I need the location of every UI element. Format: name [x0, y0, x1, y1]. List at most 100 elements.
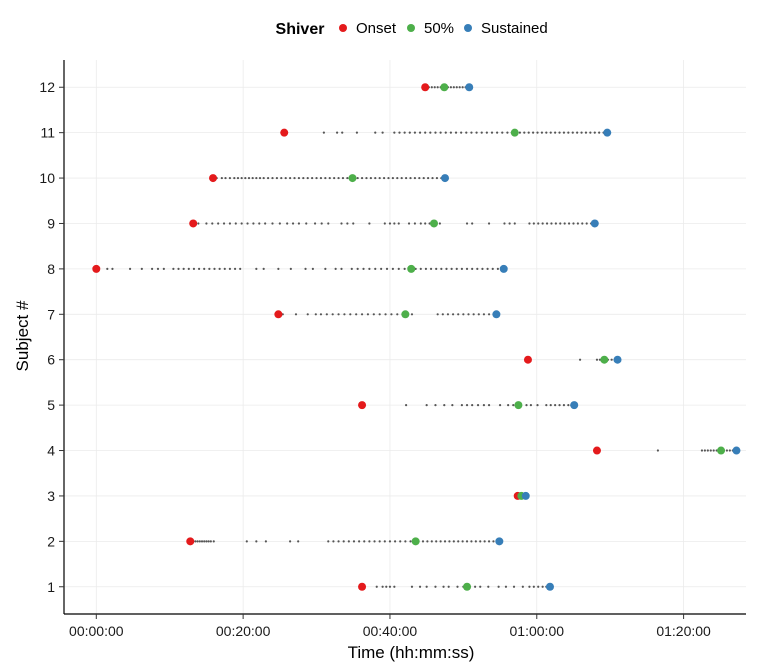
- event-dot: [435, 267, 438, 270]
- event-dot: [576, 131, 579, 134]
- event-dot: [475, 131, 478, 134]
- event-dot: [337, 176, 340, 180]
- event-dot: [571, 131, 574, 134]
- event-dot: [247, 176, 251, 180]
- event-dot: [474, 540, 477, 543]
- event-dot: [465, 404, 469, 407]
- event-dot: [187, 267, 190, 270]
- event-dot: [266, 176, 270, 180]
- event-dot: [360, 176, 364, 180]
- event-dot: [498, 404, 502, 407]
- point-half: [510, 128, 519, 137]
- event-dot: [324, 267, 327, 270]
- event-dot: [541, 585, 544, 588]
- event-dot: [504, 585, 508, 588]
- event-dot: [413, 176, 417, 180]
- y-tick-label: 8: [47, 261, 55, 277]
- event-dot: [476, 404, 480, 407]
- event-dot: [450, 267, 453, 270]
- event-dot: [275, 176, 278, 180]
- point-sustained: [545, 582, 554, 591]
- event-dot: [528, 222, 531, 225]
- point-half: [600, 355, 609, 364]
- legend-swatch: [407, 24, 415, 32]
- event-dot: [528, 585, 531, 588]
- legend-label: 50%: [424, 20, 454, 37]
- event-dot: [172, 267, 175, 270]
- event-dot: [549, 131, 552, 134]
- event-dot: [418, 585, 422, 588]
- event-dot: [487, 222, 491, 225]
- event-dot: [426, 540, 429, 543]
- event-dot: [246, 222, 249, 225]
- event-dot: [363, 540, 366, 543]
- event-dot: [487, 404, 491, 407]
- event-dot: [233, 176, 236, 180]
- event-dot: [537, 222, 540, 225]
- event-dot: [128, 267, 132, 270]
- event-dot: [460, 404, 463, 407]
- event-dot: [482, 404, 486, 407]
- event-dot: [465, 267, 469, 270]
- point-half: [401, 310, 410, 319]
- y-tick-label: 7: [47, 306, 55, 322]
- event-dot: [567, 404, 570, 407]
- x-tick-label: 00:00:00: [69, 623, 124, 639]
- event-dot: [439, 540, 442, 543]
- point-onset: [92, 264, 101, 273]
- event-dot: [536, 404, 539, 407]
- event-dot: [313, 222, 317, 225]
- event-dot: [252, 222, 255, 225]
- event-dot: [728, 449, 731, 452]
- event-dot: [352, 222, 355, 225]
- event-dot: [378, 540, 381, 543]
- y-tick-label: 1: [47, 579, 55, 595]
- event-dot: [403, 131, 406, 134]
- event-dot: [293, 176, 296, 180]
- event-dot: [430, 540, 433, 543]
- event-dot: [470, 540, 473, 543]
- event-dot: [424, 131, 427, 134]
- legend-item: Onset: [339, 20, 397, 37]
- event-dot: [325, 313, 328, 316]
- point-half: [717, 446, 726, 455]
- point-onset: [523, 355, 532, 364]
- legend-item: Sustained: [464, 20, 548, 37]
- event-dot: [501, 131, 504, 134]
- event-dot: [375, 585, 378, 588]
- event-dot: [576, 222, 579, 225]
- x-tick-label: 00:20:00: [216, 623, 271, 639]
- event-dot: [319, 176, 323, 180]
- event-dot: [177, 267, 180, 270]
- event-dot: [278, 222, 281, 225]
- event-dot: [503, 222, 506, 225]
- y-tick-label: 4: [47, 443, 55, 459]
- event-dot: [373, 540, 376, 543]
- point-onset: [358, 582, 367, 591]
- legend-swatch: [464, 24, 472, 32]
- event-dot: [381, 131, 384, 134]
- point-sustained: [570, 401, 579, 410]
- event-dot: [465, 131, 468, 134]
- event-dot: [150, 267, 154, 270]
- event-dot: [479, 540, 482, 543]
- event-dot: [431, 176, 434, 180]
- event-dot: [455, 86, 458, 89]
- event-dot: [218, 267, 221, 270]
- event-dot: [388, 585, 392, 588]
- event-dot: [470, 131, 473, 134]
- event-dot: [452, 86, 455, 89]
- legend-swatch: [339, 24, 347, 32]
- event-dot: [433, 86, 436, 89]
- event-dot: [314, 313, 317, 316]
- event-dot: [429, 267, 433, 270]
- event-dot: [334, 267, 337, 270]
- event-dot: [521, 585, 524, 588]
- event-dot: [532, 131, 535, 134]
- event-dot: [529, 404, 533, 407]
- event-dot: [378, 176, 381, 180]
- event-dot: [212, 540, 215, 543]
- event-dot: [197, 267, 201, 270]
- event-dot: [532, 222, 535, 225]
